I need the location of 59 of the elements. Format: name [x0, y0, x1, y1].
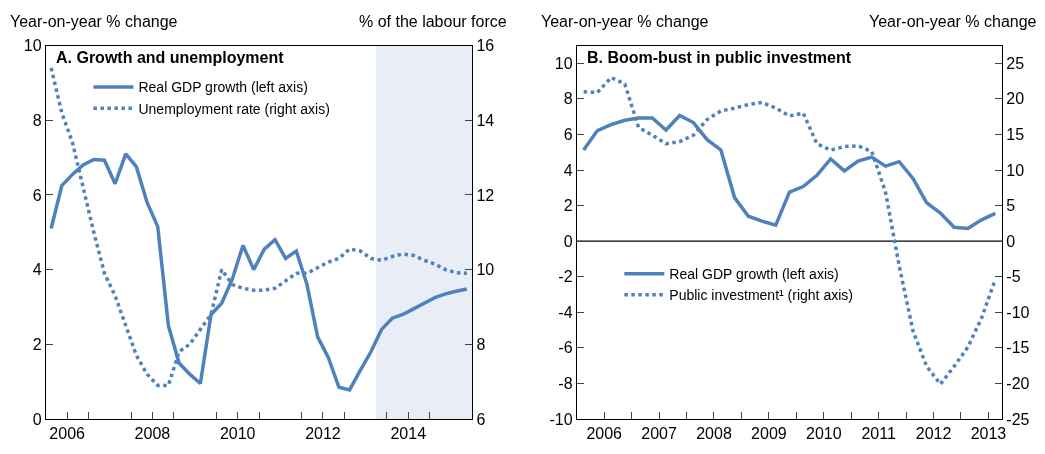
x-tick-label: 2008	[134, 425, 171, 443]
x-tick-label: 2011	[861, 425, 896, 443]
y2-axis-title: Year-on-year % change	[869, 13, 1037, 30]
y2-tick-label: 10	[1006, 161, 1025, 179]
x-tick-label: 2009	[751, 425, 787, 443]
y-axis-title: Year-on-year % change	[541, 13, 709, 30]
y-tick-label: -8	[558, 375, 573, 393]
y2-tick-label: 16	[476, 37, 495, 55]
x-tick-label: 2010	[219, 425, 256, 443]
y2-tick-label: 15	[1006, 126, 1025, 144]
y-tick-label: 2	[563, 197, 573, 215]
y2-tick-label: 14	[476, 111, 495, 129]
x-tick-label: 2013	[970, 425, 1007, 443]
y2-tick-label: -10	[1006, 303, 1030, 321]
chart-title: B. Boom-bust in public investment	[587, 49, 852, 66]
y-tick-label: 6	[32, 186, 42, 204]
y-tick-label: 8	[32, 111, 42, 129]
y2-tick-label: -5	[1006, 268, 1021, 286]
y2-tick-label: 5	[1006, 197, 1016, 215]
x-tick-label: 2014	[390, 425, 427, 443]
y-tick-label: -2	[558, 268, 573, 286]
legend-label: Real GDP growth (left axis)	[669, 266, 839, 283]
legend-label: Real GDP growth (left axis)	[138, 79, 308, 96]
y2-tick-label: 10	[476, 261, 495, 279]
y-tick-label: -4	[558, 303, 573, 321]
y-tick-label: 4	[32, 261, 42, 279]
y2-tick-label: 6	[476, 410, 486, 428]
y2-tick-label: 25	[1006, 54, 1025, 72]
y-tick-label: 0	[32, 410, 42, 428]
y-axis-title: Year-on-year % change	[10, 13, 178, 30]
x-tick-label: 2008	[696, 425, 732, 443]
y-tick-label: -6	[558, 339, 573, 357]
x-tick-label: 2006	[49, 425, 86, 443]
legend-label: Unemployment rate (right axis)	[138, 100, 330, 117]
line-series	[581, 75, 998, 386]
y-tick-label: -10	[549, 410, 573, 428]
y-tick-label: 8	[563, 90, 573, 108]
line-series	[49, 66, 469, 388]
y2-tick-label: 0	[1006, 232, 1016, 250]
x-tick-label: 2010	[805, 425, 842, 443]
x-tick-label: 2012	[305, 425, 341, 443]
x-tick-label: 2007	[641, 425, 678, 443]
y2-tick-label: 8	[476, 335, 486, 353]
y2-tick-label: -25	[1006, 410, 1030, 428]
y2-axis-title: % of the labour force	[359, 13, 507, 30]
x-tick-label: 2006	[586, 425, 623, 443]
y2-tick-label: 20	[1006, 90, 1025, 108]
y-tick-label: 4	[563, 161, 573, 179]
y2-tick-label: -15	[1006, 339, 1030, 357]
y-tick-label: 6	[563, 126, 573, 144]
y-tick-label: 10	[554, 54, 573, 72]
y-tick-label: 2	[32, 335, 42, 353]
y2-tick-label: -20	[1006, 375, 1030, 393]
legend-label: Public investment¹ (right axis)	[669, 287, 853, 304]
chart-title: A. Growth and unemployment	[56, 49, 285, 66]
y2-tick-label: 12	[476, 186, 495, 204]
y-tick-label: 10	[23, 37, 42, 55]
y-tick-label: 0	[563, 232, 573, 250]
x-tick-label: 2012	[915, 425, 952, 443]
